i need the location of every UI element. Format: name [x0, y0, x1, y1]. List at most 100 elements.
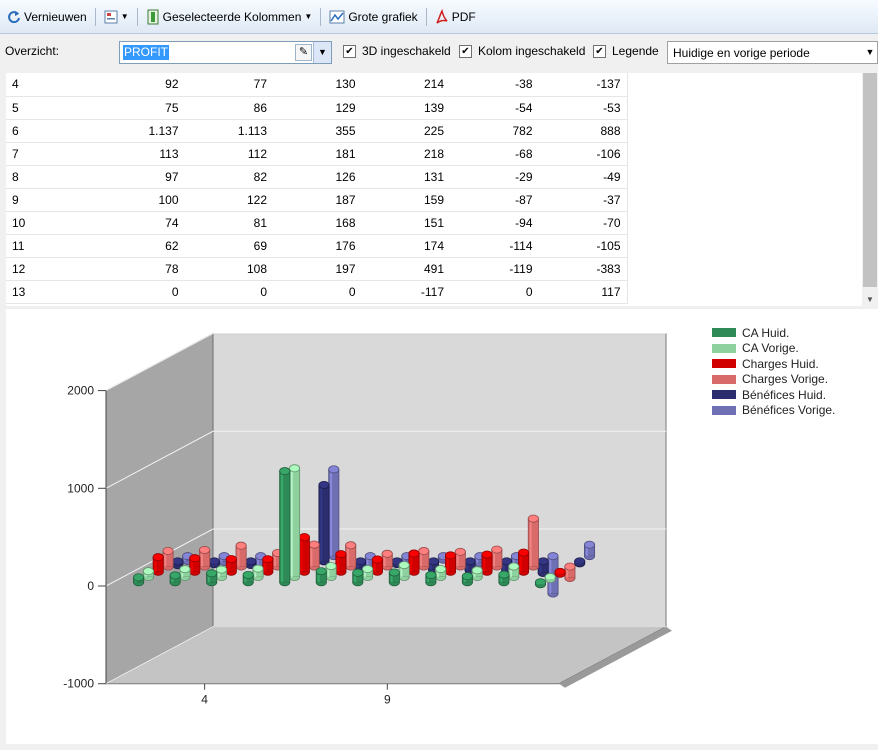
chart-bar — [318, 480, 330, 566]
bar-highlight — [164, 550, 167, 567]
table-cell: 11 — [6, 234, 96, 258]
bar-top — [208, 557, 220, 566]
table-cell: 151 — [361, 211, 450, 235]
checkbox-legend-box[interactable]: ✔ — [593, 44, 606, 58]
table-cell: 181 — [273, 142, 362, 166]
big-chart-button[interactable]: Grote grafiek — [326, 6, 420, 28]
legend-swatch — [712, 328, 736, 338]
bar-top — [371, 555, 383, 564]
legend-label: CA Huid. — [742, 325, 790, 340]
table-cell: 174 — [361, 234, 450, 258]
bar-bottom — [498, 582, 510, 587]
bar-highlight — [200, 549, 203, 567]
pdf-button[interactable]: PDF — [432, 6, 479, 28]
chart-bar — [554, 567, 566, 578]
table-row[interactable]: 8 97 82 126 131 -29 -49 — [6, 165, 628, 189]
scrollbar-thumb[interactable] — [863, 73, 877, 287]
chart-bar — [225, 555, 237, 576]
bar-top — [315, 567, 327, 576]
layout-icon — [104, 10, 118, 23]
checkbox-column-box[interactable]: ✔ — [459, 44, 472, 58]
table-row[interactable]: 5 75 86 129 139 -54 -53 — [6, 96, 628, 120]
bar-highlight — [493, 549, 496, 567]
bar-highlight — [191, 558, 194, 572]
checkbox-3d-box[interactable]: ✔ — [343, 44, 356, 58]
table-cell: 139 — [361, 96, 450, 120]
bar-top — [335, 550, 347, 559]
chart-icon — [329, 10, 345, 23]
legend-swatch — [712, 405, 736, 415]
refresh-button[interactable]: Vernieuwen — [4, 6, 90, 28]
table-cell: 214 — [361, 73, 450, 97]
bar-top — [245, 557, 257, 566]
table-row[interactable]: 7 113 112 181 218 -68 -106 — [6, 142, 628, 166]
chart-bar — [206, 569, 218, 587]
bar-top — [352, 568, 364, 577]
chart-bar — [408, 549, 420, 576]
bar-highlight — [364, 569, 366, 578]
period-select[interactable]: Huidige en vorige periode ▼ — [667, 41, 878, 64]
table-cell: 7 — [6, 142, 96, 166]
vertical-scrollbar[interactable]: ▼ — [862, 73, 878, 306]
table-cell: 126 — [273, 165, 362, 189]
table-cell: 176 — [273, 234, 362, 258]
overview-combobox[interactable]: PROFIT ✎ ▼ — [119, 41, 332, 64]
chart-bar — [444, 551, 457, 576]
table-row[interactable]: 9 100 122 187 159 -87 -37 — [6, 188, 628, 212]
chevron-down-icon[interactable]: ▼ — [865, 47, 875, 57]
chart-bar — [142, 567, 154, 581]
table-cell: 12 — [6, 257, 96, 281]
bar-top — [162, 546, 174, 555]
bar-highlight — [154, 557, 157, 572]
legend-swatch — [712, 374, 736, 384]
chart-bar — [235, 541, 247, 571]
table-cell: 0 — [273, 280, 362, 304]
table-row[interactable]: 6 1.137 1.113 355 225 782 888 — [6, 119, 628, 143]
bar-top — [362, 565, 374, 573]
table-cell: 218 — [361, 142, 450, 166]
data-table: 4 92 77 130 214 -38 -137 5 75 86 129 139 -54 -53 6 1.… — [6, 73, 628, 304]
table-cell: 113 — [96, 142, 185, 166]
checkbox-3d[interactable]: ✔ 3D ingeschakeld — [343, 44, 451, 58]
chart-bar — [583, 540, 596, 561]
table-row[interactable]: 12 78 108 197 491 -119 -383 — [6, 257, 628, 281]
table-cell: 100 — [96, 188, 185, 212]
chevron-down-icon[interactable]: ▼ — [313, 42, 331, 63]
bar-top — [215, 565, 228, 574]
layout-dropdown-button[interactable]: ▼ — [101, 6, 132, 28]
table-cell: 69 — [184, 234, 273, 258]
bar-top — [425, 571, 437, 579]
bar-top — [199, 545, 211, 554]
x-tick-label: 9 — [384, 693, 391, 707]
bar-top — [345, 541, 357, 550]
table-cell: 75 — [96, 96, 185, 120]
table-cell: 122 — [184, 188, 273, 212]
chart-bar — [461, 572, 473, 587]
bar-highlight — [337, 554, 340, 572]
table-row[interactable]: 4 92 77 130 214 -38 -137 — [6, 73, 628, 97]
chart-bar — [328, 465, 340, 561]
options-row: Overzicht: PROFIT ✎ ▼ ✔ 3D ingeschakeld … — [0, 34, 878, 70]
bar-top — [491, 545, 503, 554]
selected-columns-button[interactable]: Geselecteerde Kolommen ▼ — [143, 6, 316, 28]
checkbox-column-label: Kolom ingeschakeld — [478, 44, 586, 58]
table-cell: -117 — [361, 280, 450, 304]
chart-legend: CA Huid. CA Vorige. Charges Huid. Charge… — [712, 325, 835, 418]
table-cell: -54 — [450, 96, 539, 120]
scroll-down-arrow-icon[interactable]: ▼ — [866, 295, 874, 304]
checkbox-legend[interactable]: ✔ Legende — [593, 44, 659, 58]
table-row[interactable]: 10 74 81 168 151 -94 -70 — [6, 211, 628, 235]
table-row[interactable]: 11 62 69 176 174 -114 -105 — [6, 234, 628, 258]
overview-value: PROFIT — [123, 45, 169, 60]
table-row[interactable]: 13 0 0 0 -117 0 117 — [6, 280, 628, 304]
bar-top — [398, 561, 410, 570]
checkbox-column[interactable]: ✔ Kolom ingeschakeld — [459, 44, 585, 58]
table-cell: 0 — [184, 280, 273, 304]
toolbar-divider — [94, 7, 96, 26]
bar-highlight — [274, 552, 276, 567]
edit-icon[interactable]: ✎ — [295, 44, 312, 61]
table-cell: 8 — [6, 165, 96, 189]
chart-bar — [527, 514, 539, 571]
bar-top — [152, 553, 164, 562]
table-cell: 168 — [273, 211, 362, 235]
